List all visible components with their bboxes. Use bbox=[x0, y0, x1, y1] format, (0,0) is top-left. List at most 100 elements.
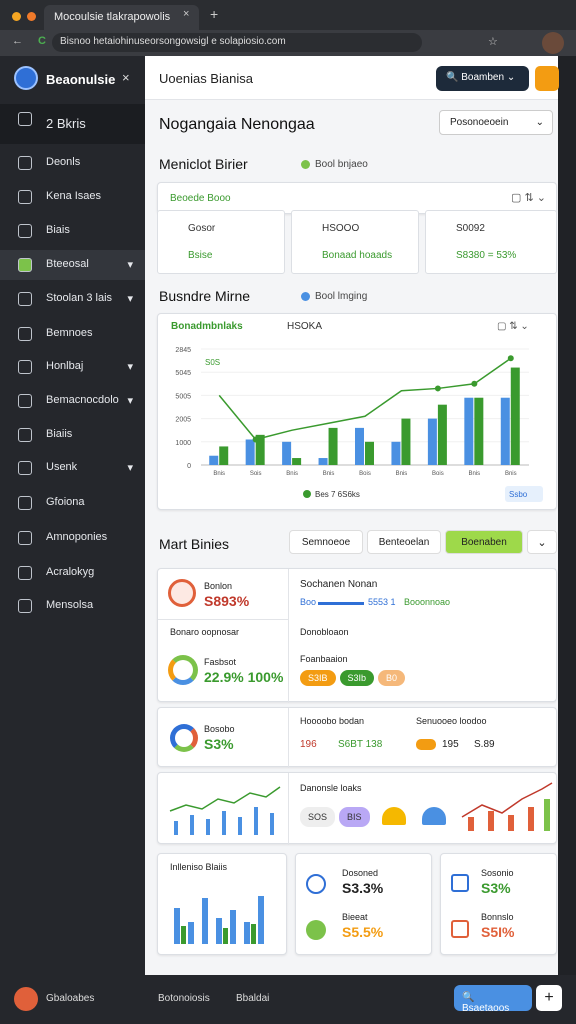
pill: S3IB bbox=[300, 670, 336, 686]
legend-dot bbox=[303, 490, 311, 498]
nav-item[interactable]: Kena Isaes bbox=[0, 182, 145, 212]
nav-item[interactable]: Acralokyg bbox=[0, 558, 145, 588]
chart-icons: ▢ ⇅ ⌄ bbox=[497, 321, 529, 332]
bar bbox=[292, 458, 302, 465]
decoration bbox=[188, 922, 194, 944]
nav-label: Bemacnocdolo bbox=[46, 394, 119, 406]
nav-item[interactable]: Biais bbox=[0, 216, 145, 246]
nav-icon bbox=[18, 327, 32, 341]
label: Bosobo bbox=[204, 724, 235, 734]
cell-text: S0092 bbox=[456, 223, 485, 234]
label: Bbaldai bbox=[236, 993, 270, 1004]
dropdown[interactable]: ⌄ bbox=[527, 530, 557, 554]
nav-item[interactable]: Biaiis bbox=[0, 420, 145, 450]
pill: B0 bbox=[378, 670, 406, 686]
cell-text: S8380 = 53% bbox=[456, 250, 517, 261]
label: Booonnoao bbox=[404, 597, 451, 607]
url[interactable]: Bisnoo hetaiohinuseorsongowsigl e solapi… bbox=[52, 33, 422, 52]
bar bbox=[510, 367, 520, 465]
nav-label: Acralokyg bbox=[46, 566, 95, 578]
decoration: S3IB S3Ib B0 bbox=[300, 670, 409, 686]
decoration: ← bbox=[12, 35, 23, 47]
select-text: Posonoeoein bbox=[450, 117, 509, 128]
nav-item[interactable]: Bemacnocdolo ▾ bbox=[0, 386, 145, 416]
nav-icon bbox=[18, 496, 32, 510]
button-text: Bsaetaoos bbox=[462, 1003, 510, 1014]
label: Dosoned bbox=[342, 868, 379, 878]
decoration bbox=[181, 924, 256, 944]
y-tick-label: 2845 bbox=[175, 347, 191, 354]
y-tick-label: 0 bbox=[187, 463, 191, 470]
tab[interactable]: Semnoeoe bbox=[289, 530, 363, 554]
header-title: Uoenias Bianisa bbox=[159, 71, 253, 86]
label: Foanbaaion bbox=[300, 654, 348, 664]
decoration bbox=[174, 908, 180, 944]
decoration: ▾ bbox=[127, 259, 133, 271]
decoration: ⌄ bbox=[535, 117, 544, 128]
decoration bbox=[206, 819, 210, 835]
bar bbox=[391, 441, 401, 465]
card: Sosonio S3% Bonnslo S5I% bbox=[440, 853, 557, 955]
x-tick-label: Bois bbox=[359, 471, 371, 477]
badge: Ssbo bbox=[509, 490, 528, 499]
nav-icon bbox=[18, 292, 32, 306]
decoration bbox=[461, 782, 553, 818]
bar bbox=[401, 418, 411, 465]
nav-item[interactable]: Honlbaj ▾ bbox=[0, 352, 145, 382]
decoration bbox=[416, 739, 436, 750]
decoration bbox=[223, 928, 228, 944]
tab[interactable]: Boenaben bbox=[445, 530, 523, 554]
x-tick-label: Bnis bbox=[505, 471, 517, 477]
cell-text: Gosor bbox=[188, 223, 216, 234]
nav-item[interactable]: Amnoponies bbox=[0, 523, 145, 553]
nav-icon bbox=[18, 599, 32, 613]
stat-cell: S0092 S8380 = 53% bbox=[425, 210, 557, 274]
nav-item[interactable]: Bemnoes bbox=[0, 319, 145, 349]
decoration bbox=[306, 920, 326, 940]
decoration: ▢ ⇅ ⌄ bbox=[511, 192, 546, 204]
label: S893% bbox=[204, 593, 250, 609]
orange-button[interactable] bbox=[535, 66, 559, 91]
label: 5553 1 bbox=[368, 597, 396, 607]
x-tick-label: Bnis bbox=[468, 471, 480, 477]
url-text: Bisnoo hetaiohinuseorsongowsigl e solapi… bbox=[60, 36, 286, 47]
tab[interactable]: Benteoelan bbox=[367, 530, 441, 554]
y-tick-label: 1000 bbox=[175, 440, 191, 447]
decoration bbox=[12, 12, 21, 21]
decoration bbox=[258, 896, 264, 944]
label: S6BT 138 bbox=[338, 739, 383, 750]
nav-label: Mensolsa bbox=[46, 599, 94, 611]
nav-item[interactable]: Deonls bbox=[0, 148, 145, 178]
stat-cell: Gosor Bsise bbox=[157, 210, 285, 274]
decoration bbox=[170, 724, 198, 752]
nav-item[interactable]: Gfoiona bbox=[0, 488, 145, 518]
y-tick-label: 2005 bbox=[175, 417, 191, 424]
add-button[interactable]: + bbox=[536, 985, 562, 1011]
badge-bg bbox=[505, 486, 543, 502]
bar bbox=[464, 397, 474, 465]
nav-item[interactable]: 2 Bkris bbox=[0, 104, 145, 144]
decoration bbox=[251, 924, 256, 944]
nav-label: Biais bbox=[46, 224, 70, 236]
bar bbox=[500, 397, 510, 465]
tab[interactable]: Mocoulsie tlakrapowolis bbox=[44, 5, 199, 30]
annotation: S0S bbox=[205, 358, 220, 367]
decoration: × bbox=[183, 8, 190, 20]
decoration: × bbox=[122, 70, 130, 85]
decoration bbox=[174, 821, 178, 835]
footer-button[interactable]: 🔍 Bsaetaoos bbox=[454, 985, 532, 1014]
decoration bbox=[468, 817, 474, 831]
nav-item[interactable]: Bteeosal ▾ bbox=[0, 250, 145, 280]
bar bbox=[219, 446, 229, 465]
nav-item[interactable]: Mensolsa bbox=[0, 591, 145, 621]
select[interactable]: Posonoeoein ⌄ bbox=[439, 110, 553, 135]
header: Uoenias Bianisa 🔍 Boamben ⌄ bbox=[145, 56, 559, 100]
x-tick-label: Bois bbox=[432, 471, 444, 477]
nav-item[interactable]: Stoolan 3 lais ▾ bbox=[0, 284, 145, 314]
header-button[interactable]: 🔍 Boamben ⌄ bbox=[436, 66, 529, 91]
address-bar: ← C Bisnoo hetaiohinuseorsongowsigl e sol… bbox=[0, 30, 576, 56]
nav-item[interactable]: Usenk ▾ bbox=[0, 453, 145, 483]
decoration: SOS BIS bbox=[300, 807, 374, 827]
decoration bbox=[451, 920, 469, 938]
label: Boo bbox=[300, 597, 317, 607]
